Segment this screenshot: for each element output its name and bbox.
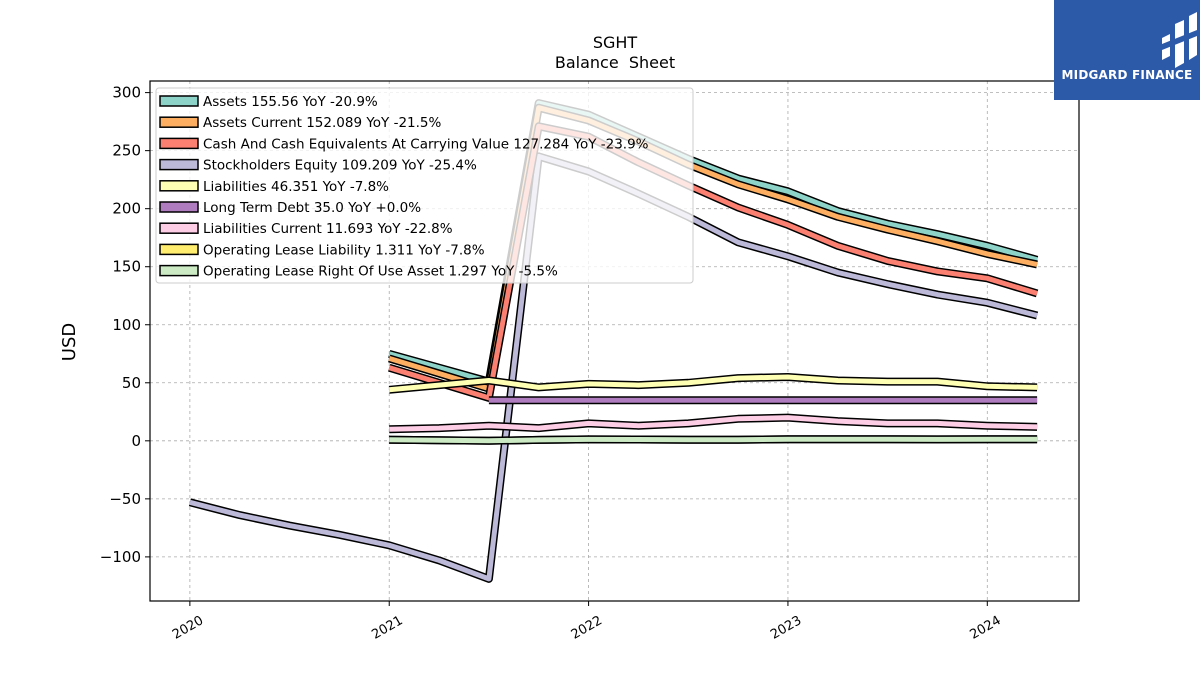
legend-swatch xyxy=(159,116,199,128)
legend-label: Liabilities Current 11.693 YoY -22.8% xyxy=(203,221,453,237)
series-line-8 xyxy=(389,435,1038,445)
legend-item: Liabilities Current 11.693 YoY -22.8% xyxy=(159,221,453,237)
legend-swatch xyxy=(159,95,199,107)
logo-text: MIDGARD FINANCE xyxy=(1061,68,1193,82)
legend-label: Liabilities 46.351 YoY -7.8% xyxy=(203,179,389,195)
series-stroke xyxy=(389,415,1038,432)
legend-item: Assets 155.56 YoY -20.9% xyxy=(159,94,378,110)
legend-swatch xyxy=(159,264,199,277)
legend-item: Operating Lease Liability 1.311 YoY -7.8… xyxy=(159,242,485,258)
logo-mark-icon xyxy=(1162,12,1197,68)
x-tick-label: 2023 xyxy=(768,613,804,643)
legend-label: Operating Lease Right Of Use Asset 1.297… xyxy=(203,264,558,280)
legend-label: Long Term Debt 35.0 YoY +0.0% xyxy=(203,200,421,216)
legend-label: Stockholders Equity 109.209 YoY -25.4% xyxy=(203,158,477,174)
legend-box xyxy=(155,87,694,284)
legend-item: Cash And Cash Equivalents At Carrying Va… xyxy=(159,136,649,152)
chart-title: SGHT xyxy=(593,33,638,52)
legend-label: Cash And Cash Equivalents At Carrying Va… xyxy=(203,136,649,152)
y-tick-label: 150 xyxy=(112,258,141,276)
legend-item: Stockholders Equity 109.209 YoY -25.4% xyxy=(159,158,477,174)
plot-frame xyxy=(149,80,1080,602)
y-tick-label: 100 xyxy=(112,316,141,334)
y-tick-label: 50 xyxy=(122,374,141,392)
legend-item: Long Term Debt 35.0 YoY +0.0% xyxy=(159,200,421,216)
legend-swatch xyxy=(159,243,199,256)
y-tick-label: 0 xyxy=(131,432,141,450)
legend-swatch xyxy=(159,137,199,150)
legend-swatch xyxy=(159,222,199,234)
series-stroke xyxy=(388,123,1038,401)
legend-item: Assets Current 152.089 YoY -21.5% xyxy=(159,115,442,131)
x-tick-label: 2024 xyxy=(967,613,1003,643)
midgard-finance-logo: MIDGARD FINANCE xyxy=(1054,0,1200,100)
x-tick-label: 2021 xyxy=(369,613,405,643)
series-stroke xyxy=(388,374,1038,393)
legend-item: Operating Lease Right Of Use Asset 1.297… xyxy=(159,264,558,280)
x-tick-label: 2020 xyxy=(170,613,206,643)
y-tick-label: 200 xyxy=(112,200,141,218)
legend-swatch xyxy=(159,158,199,171)
x-tick-label: 2022 xyxy=(569,613,605,643)
series-line-4 xyxy=(388,373,1038,394)
legend-label: Assets Current 152.089 YoY -21.5% xyxy=(203,115,442,131)
y-axis-label: USD xyxy=(59,323,80,361)
legend-swatch xyxy=(159,201,199,213)
y-tick-label: −50 xyxy=(109,490,141,508)
y-tick-label: 300 xyxy=(112,84,141,102)
legend-label: Assets 155.56 YoY -20.9% xyxy=(203,94,378,110)
legend-item: Liabilities 46.351 YoY -7.8% xyxy=(159,179,389,195)
series-stroke xyxy=(389,436,1038,444)
legend-label: Operating Lease Liability 1.311 YoY -7.8… xyxy=(203,242,485,258)
chart-subtitle: Balance Sheet xyxy=(555,53,675,72)
y-tick-label: −100 xyxy=(100,548,141,566)
legend: Assets 155.56 YoY -20.9% Assets Current 1… xyxy=(155,87,694,284)
series-line-3 xyxy=(388,122,1039,402)
series-line-6 xyxy=(389,413,1038,434)
y-tick-label: 250 xyxy=(112,142,141,160)
legend-swatch xyxy=(159,180,199,192)
